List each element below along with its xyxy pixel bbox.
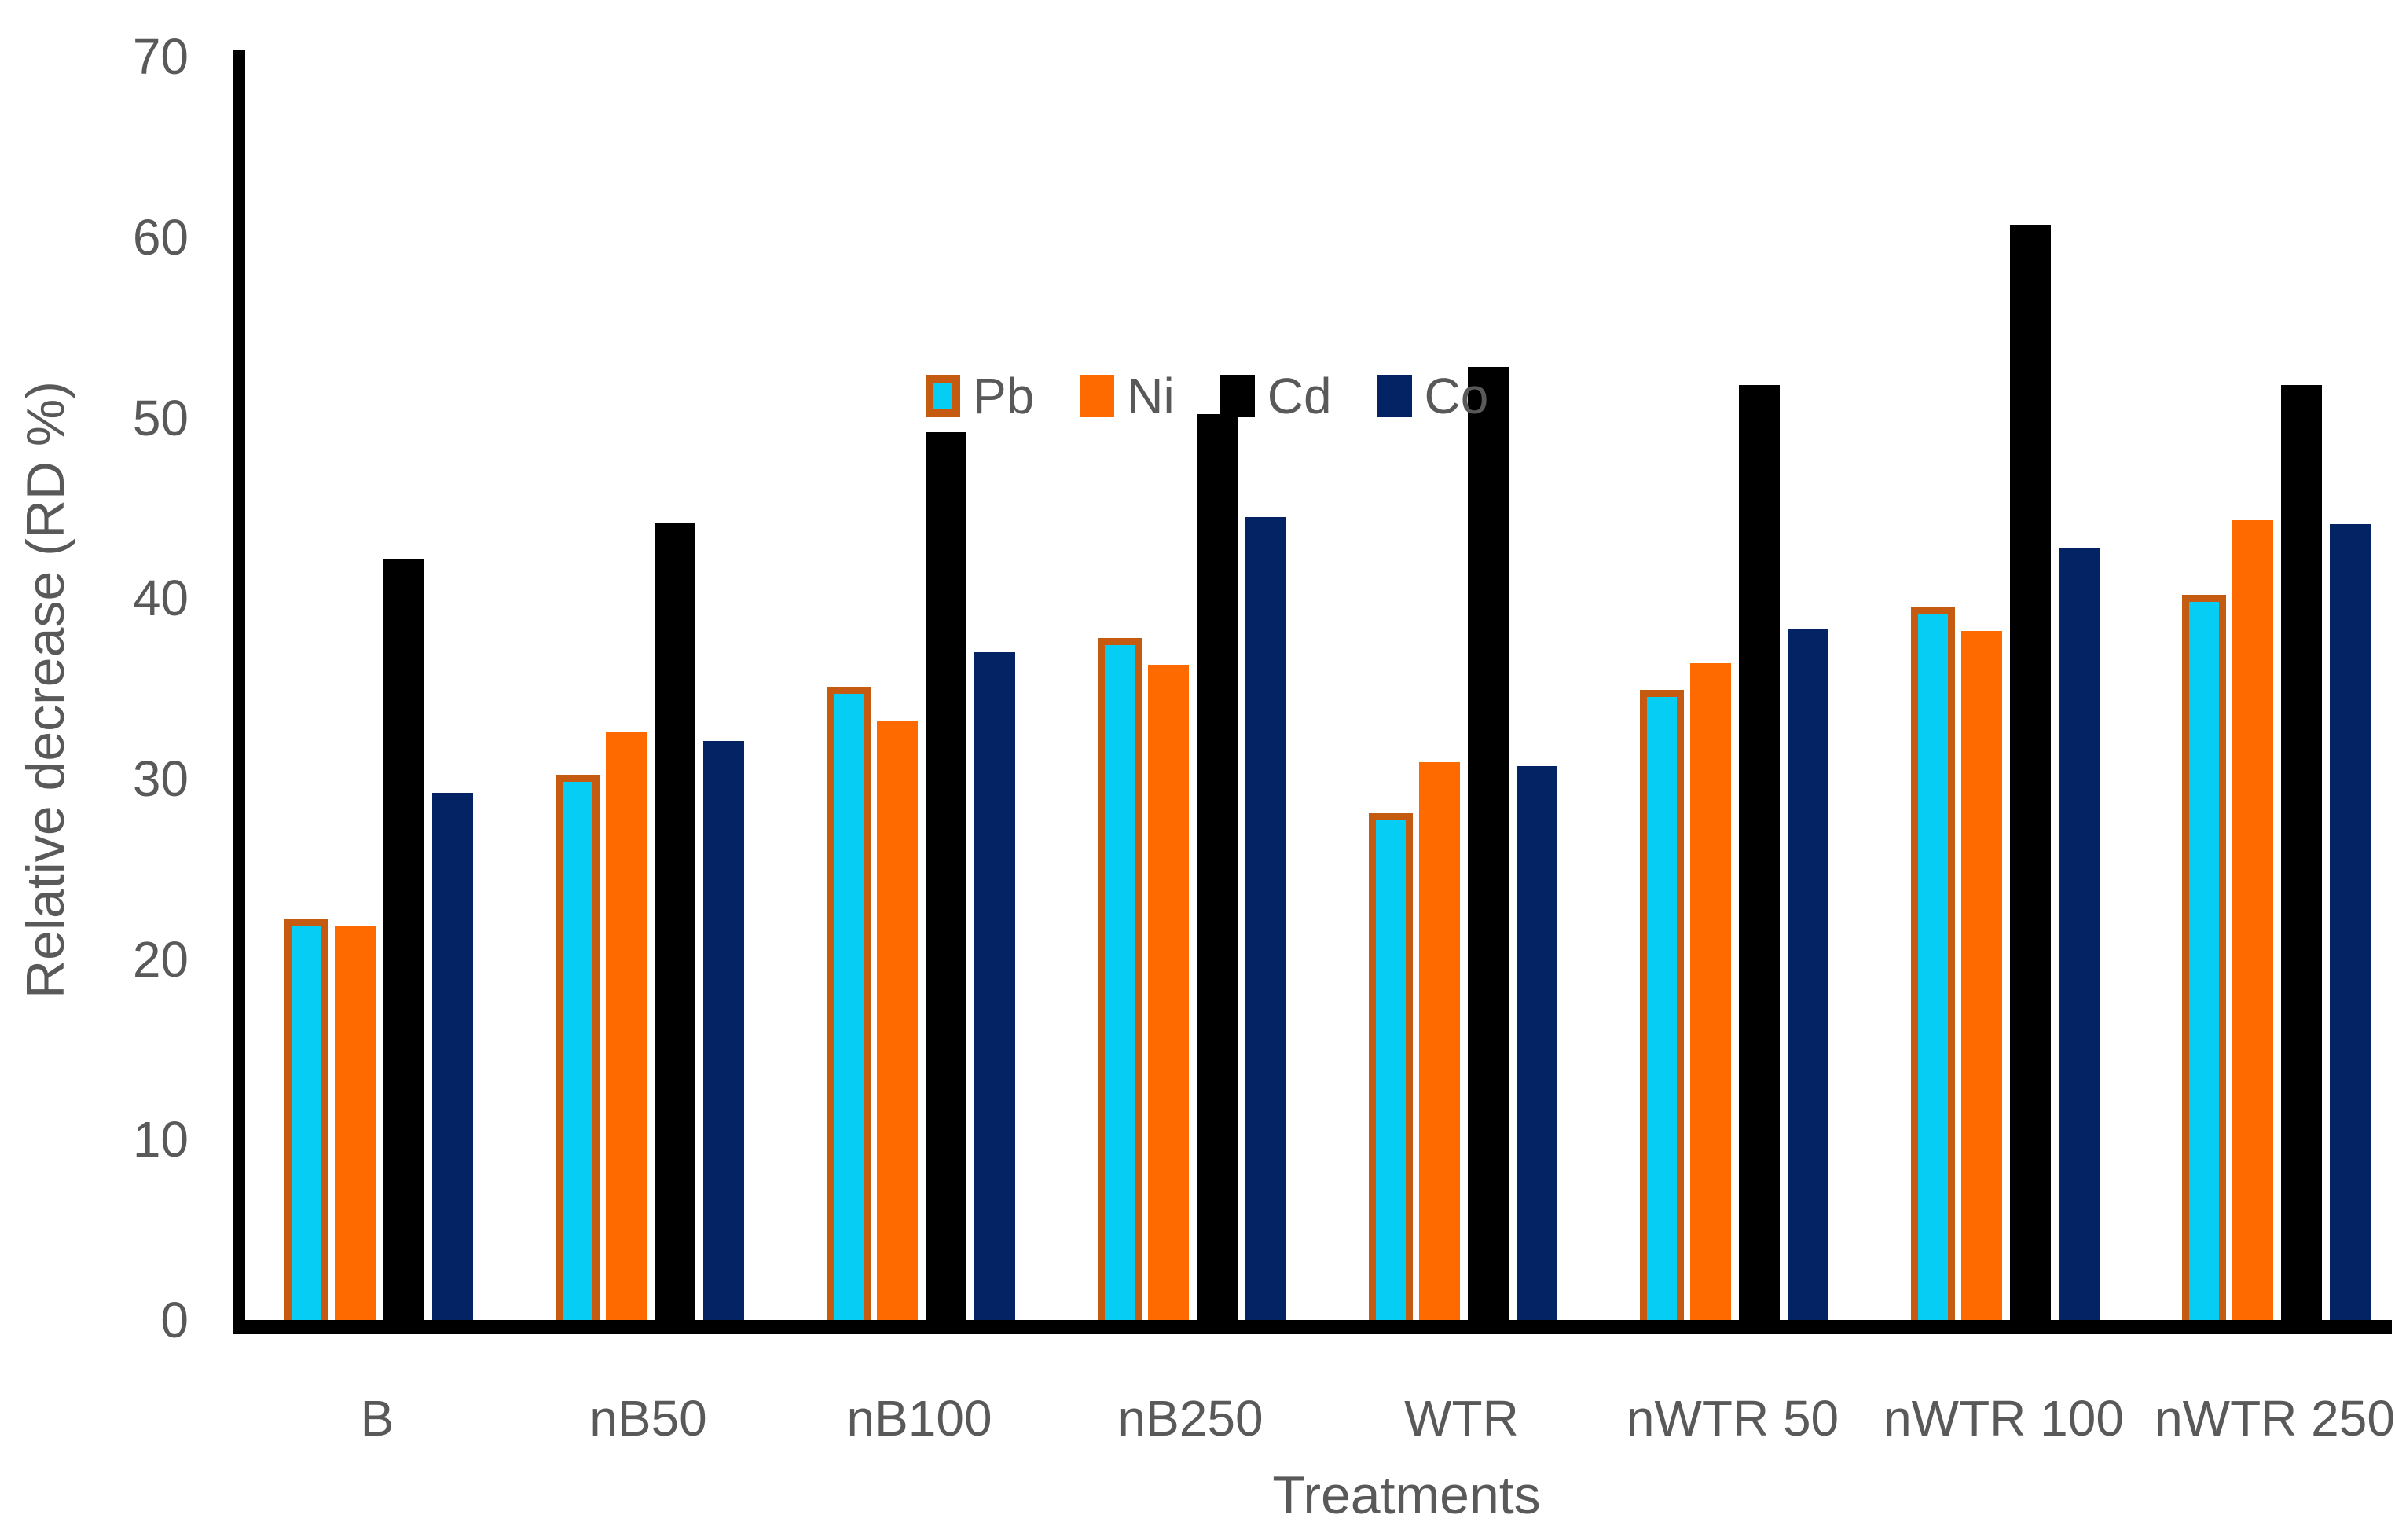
legend-label-cd: Cd (1267, 368, 1332, 424)
legend-label-pb: Pb (973, 368, 1035, 424)
legend-label-co: Co (1424, 368, 1489, 424)
y-tick-label-50: 50 (132, 389, 189, 446)
bar-pb-nb50 (556, 775, 600, 1320)
x-label-nb50: nB50 (589, 1390, 707, 1446)
legend-swatch-pb (926, 375, 960, 417)
bar-cd-wtr (1468, 367, 1509, 1320)
y-axis-title: Relative decrease (RD %) (16, 380, 75, 999)
bar-ni-nwtr50 (1690, 662, 1731, 1320)
x-axis-line (233, 1320, 2392, 1334)
y-axis-line (233, 50, 245, 1334)
bar-co-wtr (1517, 765, 1557, 1320)
x-label-nwtr50: nWTR 50 (1626, 1390, 1839, 1446)
bar-cd-nb50 (655, 522, 695, 1320)
x-label-nwtr250: nWTR 250 (2155, 1390, 2395, 1446)
bar-cd-nwtr100 (2010, 224, 2051, 1320)
bar-co-nb250 (1245, 516, 1286, 1320)
bar-ni-nb50 (606, 732, 647, 1320)
bar-cd-nb250 (1197, 413, 1238, 1320)
y-tick-label-60: 60 (132, 208, 189, 266)
legend-item-pb: Pb (926, 371, 1034, 421)
bar-cd-b (383, 558, 424, 1320)
x-label-nwtr100: nWTR 100 (1883, 1390, 2124, 1446)
y-tick-label-70: 70 (132, 28, 189, 86)
bar-pb-nb100 (827, 686, 871, 1320)
bar-pb-wtr (1369, 812, 1413, 1320)
x-label-nb250: nB250 (1117, 1390, 1264, 1446)
bar-cd-nb100 (926, 431, 966, 1320)
legend-swatch-co (1377, 375, 1412, 417)
bar-cd-nwtr50 (1739, 385, 1780, 1320)
bar-ni-wtr (1419, 762, 1460, 1320)
legend-item-cd: Cd (1220, 371, 1332, 421)
bar-co-nb50 (703, 740, 744, 1320)
bar-pb-nwtr50 (1640, 690, 1684, 1320)
bar-co-nwtr50 (1788, 629, 1828, 1320)
bar-pb-nwtr100 (1911, 607, 1955, 1320)
y-tick-label-10: 10 (132, 1111, 189, 1168)
legend-swatch-cd (1220, 375, 1255, 417)
y-tick-label-0: 0 (160, 1292, 189, 1348)
bar-pb-nb250 (1098, 637, 1142, 1320)
y-tick-label-30: 30 (132, 750, 189, 807)
x-axis-title: Treatments (1272, 1465, 1541, 1525)
bar-co-nwtr100 (2059, 547, 2100, 1320)
bar-ni-nwtr250 (2232, 520, 2273, 1320)
bar-co-b (432, 793, 473, 1320)
bar-cd-nwtr250 (2281, 385, 2322, 1320)
bar-ni-nb250 (1148, 665, 1189, 1320)
bar-ni-b (335, 926, 376, 1320)
bar-pb-b (284, 919, 328, 1320)
x-label-b: B (360, 1390, 394, 1446)
y-tick-label-40: 40 (132, 570, 189, 627)
legend-item-co: Co (1377, 368, 1489, 424)
x-label-wtr: WTR (1404, 1390, 1519, 1446)
legend: Pb Ni Cd Co (926, 371, 1488, 421)
legend-label-ni: Ni (1127, 368, 1175, 424)
bar-co-nwtr250 (2330, 524, 2371, 1320)
bar-ni-nwtr100 (1961, 630, 2002, 1320)
legend-item-ni: Ni (1080, 368, 1175, 424)
y-tick-label-20: 20 (132, 930, 189, 988)
legend-swatch-ni (1080, 375, 1115, 417)
bar-co-nb100 (974, 652, 1015, 1320)
x-label-nb100: nB100 (846, 1390, 992, 1446)
bar-pb-nwtr250 (2182, 594, 2226, 1320)
bar-ni-nb100 (877, 720, 918, 1320)
